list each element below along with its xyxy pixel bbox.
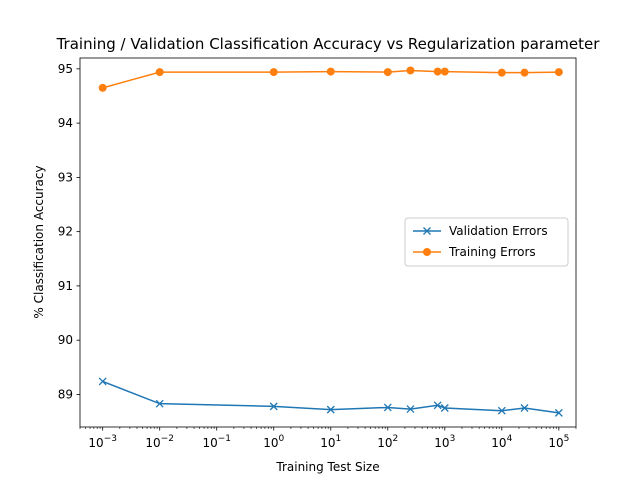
- legend-item: Training Errors: [413, 245, 536, 259]
- legend-label: Training Errors: [448, 245, 536, 259]
- legend-box: [404, 217, 569, 267]
- data-point: [406, 405, 415, 414]
- chart-title: Training / Validation Classification Acc…: [56, 35, 601, 53]
- x-tick-label: 10−1: [202, 434, 231, 450]
- y-tick-label: 95: [58, 62, 73, 76]
- x-tick-label: 102: [377, 434, 398, 450]
- y-axis-label: % Classification Accuracy: [32, 165, 46, 318]
- data-point: [440, 67, 449, 76]
- series-o: [98, 66, 563, 92]
- legend-swatch-marker: [423, 248, 431, 256]
- data-point: [98, 83, 107, 92]
- data-point: [554, 408, 563, 417]
- series-x: [98, 377, 563, 417]
- data-point: [155, 68, 164, 77]
- data-point: [440, 404, 449, 412]
- data-point: [520, 404, 529, 412]
- data-point: [554, 68, 563, 77]
- data-point: [269, 402, 278, 411]
- x-axis-label: Training Test Size: [275, 460, 379, 474]
- data-point: [497, 406, 506, 415]
- data-point: [155, 399, 164, 408]
- series-line: [102, 380, 559, 414]
- x-tick-label: 10−3: [88, 434, 117, 450]
- x-tick-label: 100: [263, 434, 284, 450]
- plot-area: 10−3 10−2 10−1 100 101 102 103 104 105 89 90 91 92 93…: [58, 57, 577, 450]
- legend-label: Validation Errors: [449, 224, 548, 238]
- data-point: [269, 68, 278, 77]
- data-point: [433, 67, 442, 76]
- data-point: [383, 68, 392, 77]
- data-point: [326, 67, 335, 76]
- data-point: [383, 403, 392, 412]
- legend-item: Validation Errors: [413, 224, 548, 238]
- data-point: [497, 68, 506, 77]
- legend: Validation Errors Training Errors: [404, 217, 569, 267]
- y-tick-label: 89: [58, 387, 73, 401]
- y-tick-label: 91: [58, 279, 73, 293]
- x-tick-label: 104: [491, 434, 512, 450]
- y-tick-label: 92: [58, 225, 73, 239]
- y-tick-label: 93: [58, 170, 73, 184]
- legend-swatch-marker: [423, 227, 431, 235]
- axes-frame: [79, 57, 577, 428]
- x-tick-label: 10−2: [145, 434, 174, 450]
- data-point: [406, 66, 415, 75]
- data-point: [98, 377, 107, 386]
- x-tick-label: 105: [548, 434, 569, 450]
- data-point: [520, 68, 529, 77]
- x-tick-label: 101: [320, 434, 341, 450]
- data-point: [433, 401, 442, 410]
- data-point: [326, 405, 335, 414]
- x-tick-label: 103: [434, 434, 455, 450]
- y-tick-label: 94: [58, 116, 73, 130]
- y-tick-label: 90: [58, 333, 73, 347]
